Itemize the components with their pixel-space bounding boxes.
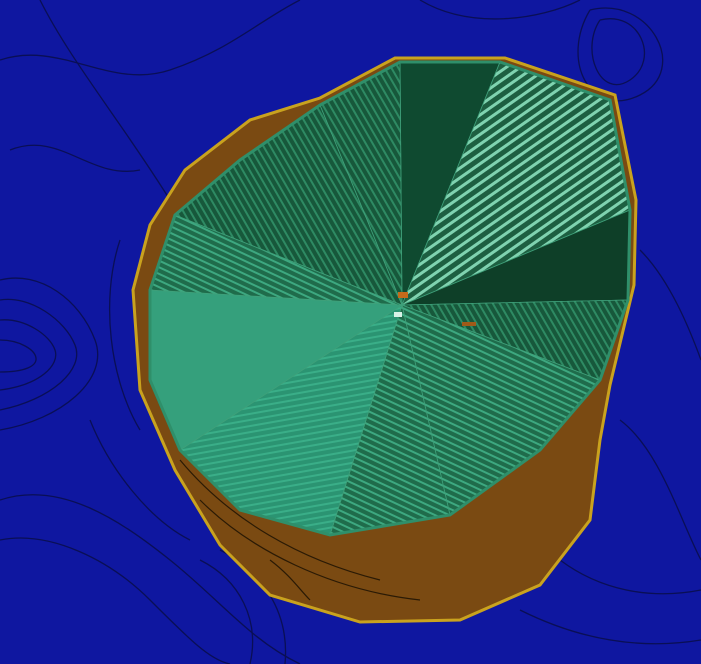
cone xyxy=(149,61,631,536)
cone-rim xyxy=(148,60,632,537)
apex-marker xyxy=(398,292,408,298)
apex-marker xyxy=(462,322,476,326)
apex-marker xyxy=(394,312,402,317)
